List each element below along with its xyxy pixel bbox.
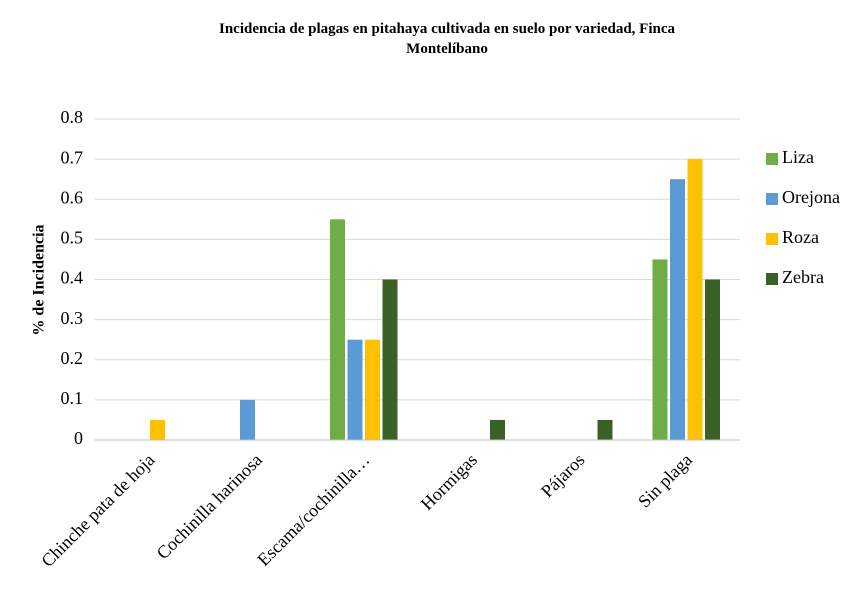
legend-swatch <box>766 273 778 285</box>
y-tick-label: 0.5 <box>61 228 84 248</box>
x-tick-label: Hormigas <box>417 450 481 514</box>
bar <box>652 259 668 440</box>
x-tick-label: Pájaros <box>537 450 589 502</box>
x-tick-label: Cochinilla harinosa <box>153 450 266 563</box>
bar <box>150 419 165 440</box>
y-tick-label: 0.3 <box>61 308 84 328</box>
bar <box>365 339 380 440</box>
legend-label: Liza <box>782 147 814 167</box>
y-tick-label: 0.4 <box>61 268 84 288</box>
bar <box>490 419 505 440</box>
bar <box>382 279 398 440</box>
bar <box>705 279 720 440</box>
y-tick-label: 0.1 <box>61 388 84 408</box>
chart-title: Incidencia de plagas en pitahaya cultiva… <box>219 21 676 57</box>
y-axis-label: % de Incidencia <box>31 224 48 335</box>
x-tick-label: Chinche pata de hoja <box>37 450 158 571</box>
legend-swatch <box>766 153 778 165</box>
x-tick-label: Sin plaga <box>634 450 696 512</box>
legend-label: Zebra <box>782 267 824 287</box>
y-tick-label: 0.7 <box>61 147 84 167</box>
y-tick-label: 0.2 <box>61 348 84 368</box>
x-tick-label: Escama/cochinilla… <box>253 450 373 570</box>
bar <box>687 159 703 440</box>
y-tick-label: 0 <box>74 428 83 448</box>
legend-label: Roza <box>782 227 819 247</box>
legend-label: Orejona <box>782 187 840 207</box>
legend-swatch <box>766 193 778 205</box>
bar <box>347 339 363 440</box>
legend-swatch <box>766 233 778 245</box>
bar <box>670 179 685 440</box>
bar <box>240 399 255 440</box>
bar <box>597 419 613 440</box>
y-tick-label: 0.8 <box>61 107 84 127</box>
y-tick-label: 0.6 <box>61 187 84 207</box>
bar <box>330 219 345 440</box>
